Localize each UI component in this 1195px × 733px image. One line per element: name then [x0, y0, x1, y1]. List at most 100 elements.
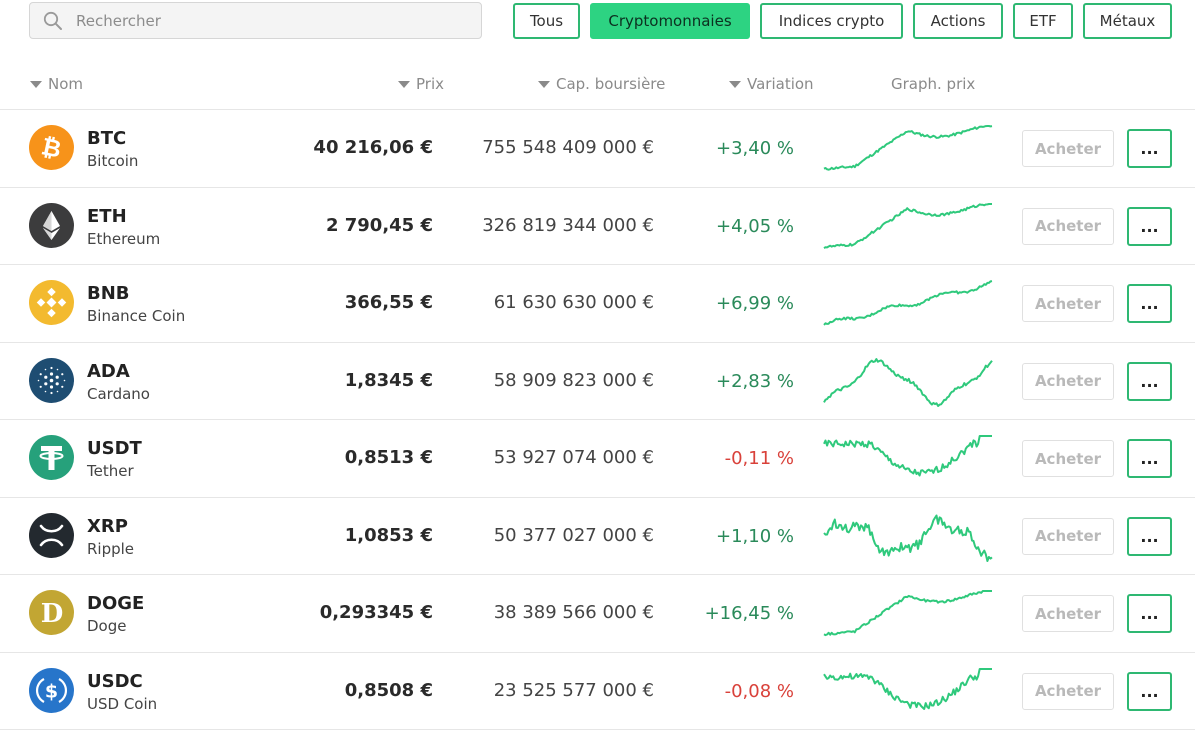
filter-all[interactable]: Tous	[513, 3, 580, 39]
asset-name: Bitcoin	[87, 152, 139, 170]
filter-metals[interactable]: Métaux	[1083, 3, 1172, 39]
price-sparkline	[823, 514, 993, 562]
buy-button[interactable]: Acheter	[1022, 440, 1114, 477]
binance-coin-icon	[29, 280, 74, 325]
svg-text:$: $	[45, 680, 58, 702]
table-row[interactable]: $ USDC USD Coin 0,8508 € 23 525 577 000 …	[0, 653, 1195, 730]
asset-change: +16,45 %	[704, 603, 794, 624]
asset-change: -0,08 %	[724, 680, 794, 702]
more-options-button[interactable]: ...	[1127, 594, 1172, 633]
asset-price: 1,0853 €	[344, 524, 433, 546]
filter-stocks[interactable]: Actions	[913, 3, 1003, 39]
asset-change: +3,40 %	[716, 138, 794, 159]
filter-etf[interactable]: ETF	[1013, 3, 1073, 39]
asset-market-cap: 38 389 566 000 €	[493, 602, 654, 623]
asset-name: Ripple	[87, 539, 135, 558]
sort-caret-icon	[398, 81, 410, 88]
sparkline-path	[823, 435, 992, 477]
sparkline-path	[823, 125, 993, 171]
asset-market-cap: 61 630 630 000 €	[493, 292, 654, 313]
asset-symbol: ADA	[87, 360, 130, 382]
asset-change: +2,83 %	[716, 370, 794, 392]
column-header-change[interactable]: Variation	[729, 75, 814, 93]
asset-symbol: ETH	[87, 205, 127, 227]
asset-name: Binance Coin	[87, 307, 186, 325]
buy-button[interactable]: Acheter	[1022, 207, 1114, 245]
column-header-price[interactable]: Prix	[398, 75, 444, 93]
asset-price: 0,293345 €	[319, 602, 433, 623]
sparkline-path	[823, 280, 993, 326]
asset-market-cap: 23 525 577 000 €	[493, 679, 654, 701]
more-options-button[interactable]: ...	[1127, 361, 1172, 401]
more-options-button[interactable]: ...	[1127, 206, 1172, 246]
price-sparkline	[823, 202, 992, 249]
dogecoin-icon: D	[29, 590, 74, 635]
search-box[interactable]	[29, 2, 482, 39]
price-sparkline	[823, 667, 992, 710]
asset-market-cap: 58 909 823 000 €	[493, 369, 654, 391]
sparkline-path	[823, 357, 993, 407]
price-sparkline	[823, 435, 992, 477]
asset-name: Cardano	[87, 384, 150, 403]
table-row[interactable]: ETH Ethereum 2 790,45 € 326 819 344 000 …	[0, 188, 1195, 265]
asset-market-cap: 755 548 409 000 €	[482, 137, 654, 158]
column-header-name-label: Nom	[48, 75, 84, 93]
buy-button[interactable]: Acheter	[1022, 362, 1114, 400]
table-row[interactable]: USDT Tether 0,8513 € 53 927 074 000 € -0…	[0, 420, 1195, 498]
search-icon	[43, 11, 62, 30]
asset-price: 0,8508 €	[344, 679, 433, 701]
buy-button[interactable]: Acheter	[1022, 285, 1114, 322]
svg-text:₿: ₿	[39, 132, 64, 163]
asset-symbol: USDC	[87, 670, 143, 692]
more-options-button[interactable]: ...	[1127, 516, 1172, 556]
more-options-button[interactable]: ...	[1127, 671, 1172, 711]
ethereum-icon	[29, 202, 74, 248]
table-header: Nom Prix Cap. boursière Variation Graph.…	[0, 62, 1195, 110]
table-row[interactable]: XRP Ripple 1,0853 € 50 377 027 000 € +1,…	[0, 498, 1195, 575]
asset-name: USD Coin	[87, 694, 158, 713]
asset-change: +4,05 %	[716, 215, 794, 237]
table-row[interactable]: BNB Binance Coin 366,55 € 61 630 630 000…	[0, 265, 1195, 343]
asset-price: 366,55 €	[344, 292, 433, 313]
asset-market-cap: 326 819 344 000 €	[482, 214, 654, 236]
cardano-icon	[29, 357, 74, 403]
asset-symbol: XRP	[87, 515, 128, 537]
buy-button[interactable]: Acheter	[1022, 595, 1114, 632]
table-row[interactable]: ₿ BTC Bitcoin 40 216,06 € 755 548 409 00…	[0, 110, 1195, 188]
asset-symbol: DOGE	[87, 593, 145, 614]
asset-price: 1,8345 €	[344, 369, 433, 391]
table-row[interactable]: D DOGE Doge 0,293345 € 38 389 566 000 € …	[0, 575, 1195, 653]
buy-button[interactable]: Acheter	[1022, 130, 1114, 167]
more-options-button[interactable]: ...	[1127, 129, 1172, 168]
asset-symbol: BTC	[87, 128, 127, 149]
sparkline-path	[823, 514, 993, 562]
search-input[interactable]	[76, 3, 471, 38]
column-header-market-cap-label: Cap. boursière	[556, 75, 666, 93]
asset-name: Doge	[87, 617, 127, 635]
sort-caret-icon	[538, 81, 550, 88]
buy-button[interactable]: Acheter	[1022, 672, 1114, 710]
top-bar: Tous Cryptomonnaies Indices crypto Actio…	[0, 0, 1195, 42]
ripple-icon	[29, 512, 74, 558]
more-options-button[interactable]: ...	[1127, 284, 1172, 323]
price-sparkline	[823, 125, 993, 171]
buy-button[interactable]: Acheter	[1022, 517, 1114, 555]
table-row[interactable]: ADA Cardano 1,8345 € 58 909 823 000 € +2…	[0, 343, 1195, 420]
asset-name: Tether	[87, 462, 134, 480]
asset-market-cap: 53 927 074 000 €	[493, 447, 654, 468]
column-header-chart: Graph. prix	[891, 75, 975, 93]
asset-symbol: USDT	[87, 438, 142, 459]
more-options-button[interactable]: ...	[1127, 439, 1172, 478]
column-header-market-cap[interactable]: Cap. boursière	[538, 75, 665, 93]
filter-crypto-indices[interactable]: Indices crypto	[760, 3, 903, 39]
asset-change: -0,11 %	[724, 448, 794, 469]
price-sparkline	[823, 280, 993, 326]
filter-cryptocurrencies[interactable]: Cryptomonnaies	[590, 3, 750, 39]
sparkline-path	[823, 202, 992, 249]
sparkline-path	[823, 590, 992, 637]
column-header-chart-label: Graph. prix	[891, 75, 976, 93]
column-header-name[interactable]: Nom	[30, 75, 83, 93]
asset-symbol: BNB	[87, 283, 130, 304]
asset-change: +1,10 %	[716, 525, 794, 547]
sparkline-path	[823, 667, 992, 710]
